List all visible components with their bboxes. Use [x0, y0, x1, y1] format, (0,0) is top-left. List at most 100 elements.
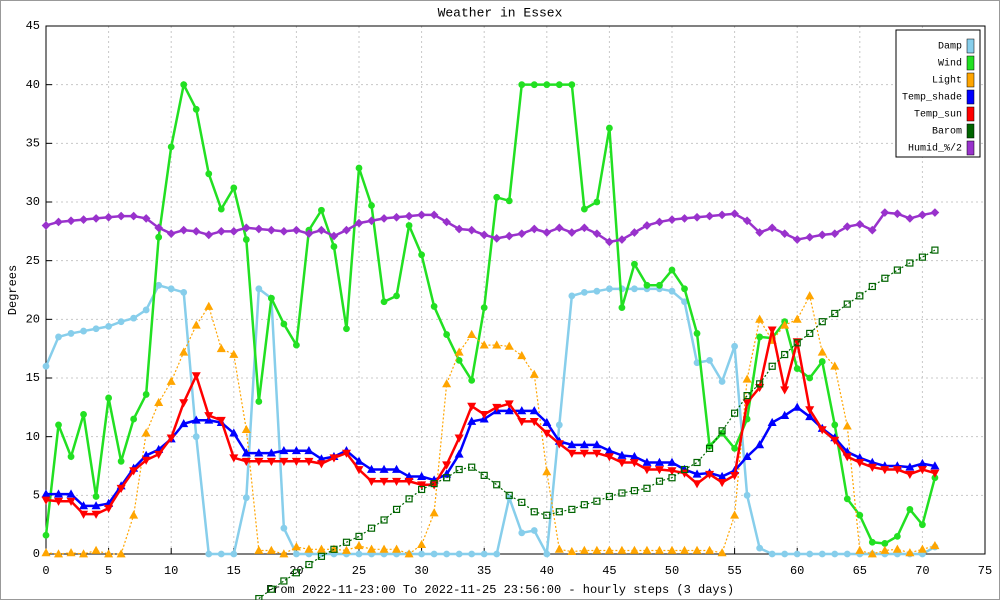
marker [467, 225, 477, 235]
marker [692, 212, 702, 222]
marker [367, 524, 376, 532]
marker [54, 549, 64, 558]
marker [54, 217, 63, 227]
series-line [44, 80, 937, 545]
marker [167, 143, 175, 151]
marker [667, 457, 677, 466]
marker [104, 212, 113, 222]
marker [504, 231, 514, 241]
marker [79, 549, 89, 558]
marker [417, 539, 427, 549]
marker [116, 211, 126, 221]
marker [66, 216, 76, 226]
marker [780, 386, 790, 395]
marker [680, 214, 689, 223]
marker [504, 406, 514, 415]
marker [906, 506, 914, 513]
marker [668, 474, 676, 482]
marker [280, 524, 288, 532]
marker [568, 81, 576, 89]
marker [230, 550, 238, 558]
marker [842, 421, 852, 430]
marker [504, 400, 514, 409]
marker [880, 466, 890, 475]
marker [842, 222, 852, 231]
marker [442, 461, 452, 470]
marker [593, 287, 601, 295]
marker [743, 491, 751, 499]
marker [818, 550, 826, 558]
y-tick-label: 30 [26, 195, 40, 209]
marker [518, 529, 526, 537]
marker [429, 481, 439, 490]
marker [79, 215, 88, 224]
marker [892, 544, 902, 553]
marker [555, 421, 563, 429]
y-tick-label: 10 [26, 430, 40, 444]
marker [141, 214, 151, 223]
marker [142, 391, 150, 398]
marker [41, 548, 51, 557]
marker [606, 285, 613, 293]
marker [918, 253, 927, 261]
marker [379, 544, 389, 553]
marker [317, 225, 326, 235]
legend-swatch [966, 89, 975, 105]
marker [517, 229, 527, 239]
marker [793, 339, 801, 347]
marker [880, 208, 890, 217]
marker [242, 236, 250, 243]
marker [780, 410, 790, 419]
marker [242, 494, 250, 502]
marker [517, 406, 527, 415]
marker [467, 329, 477, 338]
marker [517, 350, 527, 360]
marker [54, 489, 64, 498]
marker [279, 446, 289, 455]
marker [868, 538, 876, 546]
marker [867, 225, 877, 235]
marker [80, 410, 87, 418]
marker [454, 224, 464, 234]
marker [580, 223, 589, 233]
marker [817, 426, 827, 435]
marker [404, 211, 414, 221]
marker [91, 214, 101, 223]
marker [618, 489, 626, 497]
marker [342, 225, 351, 235]
marker [893, 266, 901, 274]
marker [655, 217, 664, 227]
marker [254, 448, 264, 457]
marker [680, 545, 690, 554]
marker [280, 577, 288, 585]
marker [67, 330, 75, 337]
legend-swatch [966, 72, 975, 88]
marker [154, 397, 164, 407]
marker [316, 544, 326, 553]
marker [304, 229, 314, 239]
x-tick-label: 55 [727, 564, 741, 578]
marker [430, 550, 438, 558]
marker [529, 406, 539, 415]
marker [543, 550, 551, 558]
marker [855, 219, 865, 229]
marker [529, 418, 539, 427]
marker [855, 459, 865, 468]
marker [568, 292, 576, 300]
marker [418, 251, 426, 259]
series-line [258, 249, 936, 600]
marker [793, 550, 801, 558]
marker [930, 541, 940, 550]
marker [192, 433, 200, 441]
marker [593, 497, 601, 505]
marker [417, 471, 427, 480]
marker [468, 376, 476, 384]
marker [905, 462, 915, 471]
marker [931, 246, 939, 254]
marker [130, 314, 138, 322]
marker [830, 436, 840, 445]
marker [692, 480, 702, 489]
marker [867, 463, 877, 472]
marker [893, 209, 902, 219]
marker [605, 237, 614, 247]
